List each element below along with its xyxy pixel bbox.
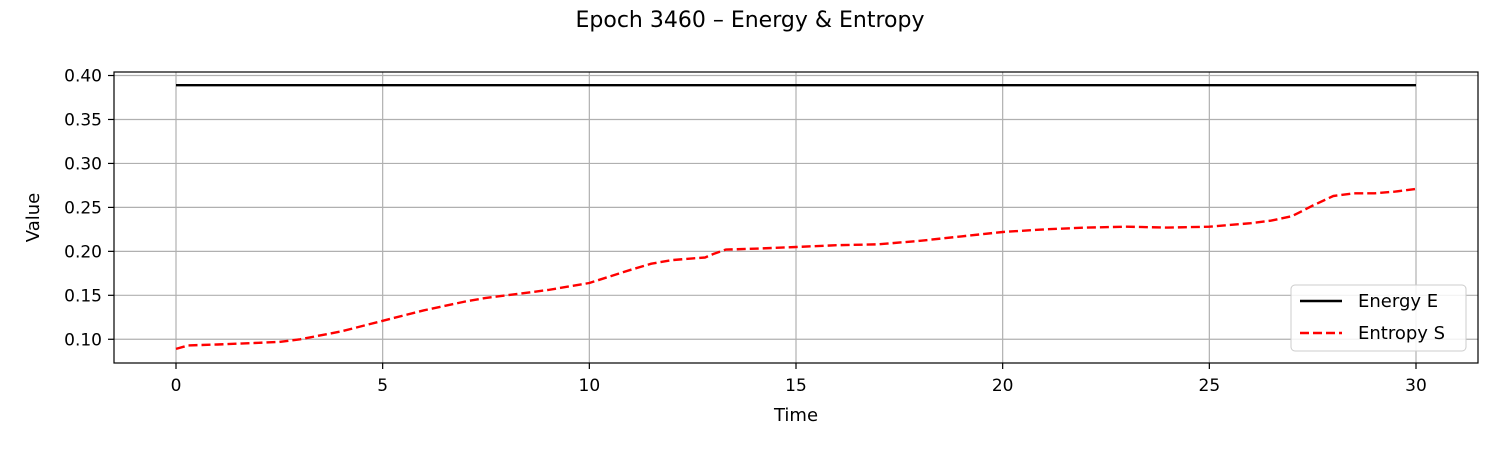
y-tick-label: 0.20 [64, 242, 102, 262]
y-tick-label: 0.15 [64, 286, 102, 306]
series-lines [175, 83, 1417, 351]
x-tick-label: 30 [1405, 376, 1427, 396]
y-tick-label: 0.25 [64, 198, 102, 218]
x-tick-label: 15 [785, 376, 807, 396]
grid [114, 72, 1478, 363]
x-axis-label: Time [773, 405, 818, 426]
y-axis-label: Value [23, 193, 44, 242]
legend: Energy E Entropy S [1290, 284, 1467, 352]
y-tick-label: 0.30 [64, 154, 102, 174]
legend-label-entropy: Entropy S [1358, 323, 1445, 344]
plot-frame [113, 71, 1479, 364]
y-tick-label: 0.10 [64, 330, 102, 350]
chart-title: Epoch 3460 – Energy & Entropy [576, 8, 925, 33]
x-tick-label: 0 [171, 376, 182, 396]
y-axis-ticks: 0.10 0.15 0.20 0.25 0.30 0.35 0.40 [64, 67, 114, 350]
legend-label-energy: Energy E [1358, 291, 1438, 312]
x-tick-label: 25 [1199, 376, 1221, 396]
x-axis-ticks: 0 5 10 15 20 25 30 [171, 363, 1427, 396]
x-tick-label: 10 [579, 376, 601, 396]
y-tick-label: 0.40 [64, 67, 102, 87]
x-tick-label: 5 [377, 376, 388, 396]
entropy-line [175, 187, 1417, 351]
x-tick-label: 20 [992, 376, 1014, 396]
y-tick-label: 0.35 [64, 110, 102, 130]
